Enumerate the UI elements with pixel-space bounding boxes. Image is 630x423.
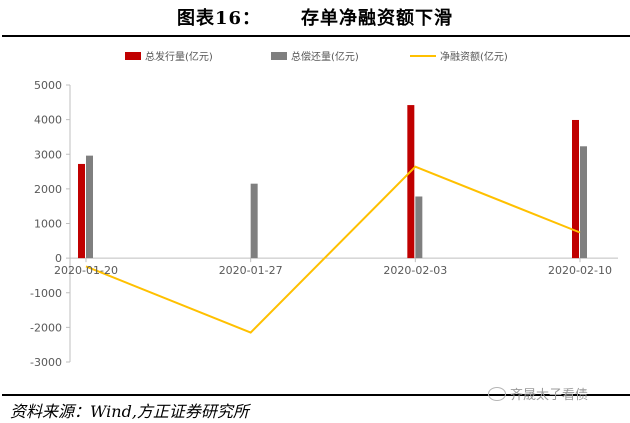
- bar-repay: [580, 146, 587, 259]
- bar-repay: [86, 155, 93, 259]
- x-tick-label: 2020-02-10: [548, 264, 612, 277]
- legend-swatch-issue: [125, 52, 141, 60]
- watermark-text: 齐晟太子看债: [510, 388, 589, 403]
- chart: 总发行量(亿元) 总偿还量(亿元) 净融资额(亿元) 5000 4000 3000 2…: [30, 50, 618, 369]
- bars: [78, 105, 587, 259]
- figure-number: 图表16：: [176, 8, 262, 29]
- x-tick-label: 2020-01-20: [54, 264, 118, 277]
- figure-title-row: 图表16： 存单净融资额下滑: [0, 0, 630, 34]
- y-tick-label: 5000: [34, 79, 62, 92]
- y-tick-label: 0: [55, 252, 62, 265]
- bottom-rule: [2, 394, 630, 396]
- legend-label-net: 净融资额(亿元): [440, 50, 508, 63]
- y-tick-label: -2000: [30, 321, 62, 334]
- x-tick-label: 2020-02-03: [383, 264, 447, 277]
- axes: 5000 4000 3000 2000 1000 0 -1000 -2000 -3000: [30, 79, 618, 369]
- y-tick-label: 3000: [34, 148, 62, 161]
- bar-repay: [250, 183, 258, 259]
- x-tick-label: 2020-01-27: [219, 264, 283, 277]
- x-tick-labels: 2020-01-20 2020-01-27 2020-02-03 2020-02-10: [54, 264, 612, 277]
- source-note: 资料来源：Wind,方正证券研究所: [10, 402, 249, 421]
- y-tick-label: 4000: [34, 114, 62, 127]
- bar-issue: [407, 105, 415, 259]
- bar-issue: [78, 163, 85, 259]
- legend-swatch-repay: [271, 52, 287, 60]
- wechat-icon: [488, 386, 506, 401]
- legend: 总发行量(亿元) 总偿还量(亿元) 净融资额(亿元): [125, 50, 508, 63]
- legend-label-issue: 总发行量(亿元): [145, 50, 213, 63]
- top-rule: [2, 35, 630, 37]
- watermark: 齐晟太子看债: [488, 384, 588, 403]
- bar-repay: [415, 196, 423, 259]
- bar-issue: [572, 119, 579, 259]
- net-financing-line: [85, 165, 581, 334]
- figure-title: 存单净融资额下滑: [301, 8, 454, 29]
- y-tick-label: 2000: [34, 183, 62, 196]
- y-tick-label: 1000: [34, 218, 62, 231]
- legend-label-repay: 总偿还量(亿元): [291, 50, 359, 63]
- net-line: [85, 165, 581, 334]
- y-tick-label: -1000: [30, 287, 62, 300]
- y-tick-label: -3000: [30, 356, 62, 369]
